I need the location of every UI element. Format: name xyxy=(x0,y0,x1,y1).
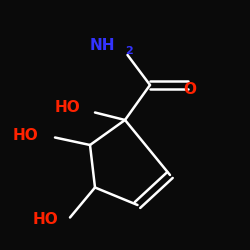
Text: 2: 2 xyxy=(125,46,133,56)
Text: O: O xyxy=(184,82,196,98)
Text: HO: HO xyxy=(32,212,58,228)
Text: NH: NH xyxy=(90,38,115,52)
Text: HO: HO xyxy=(12,128,38,142)
Text: HO: HO xyxy=(54,100,80,115)
